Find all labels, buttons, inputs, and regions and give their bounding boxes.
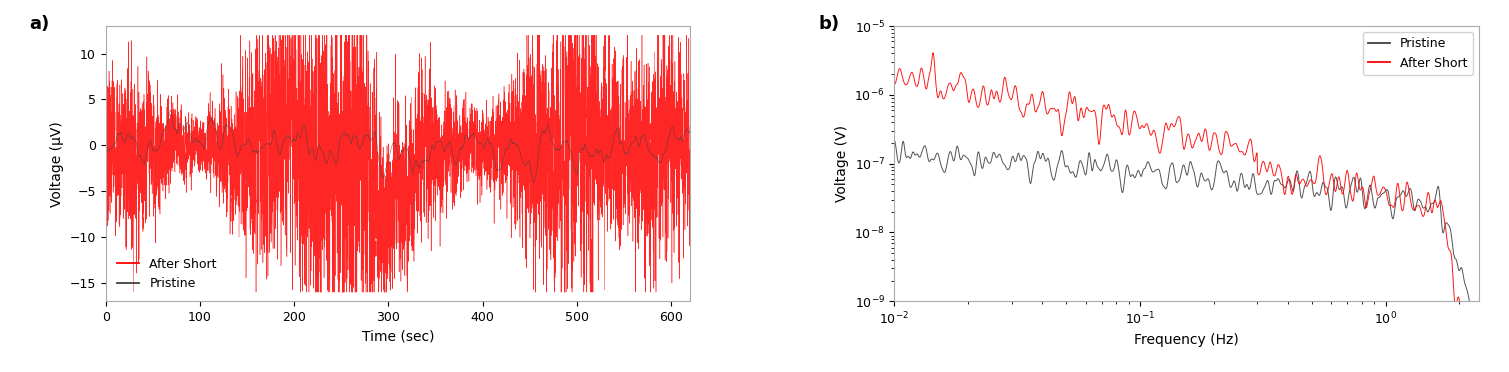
X-axis label: Frequency (Hz): Frequency (Hz) <box>1135 333 1239 347</box>
Legend: Pristine, After Short: Pristine, After Short <box>1363 32 1473 74</box>
Y-axis label: Voltage (μV): Voltage (μV) <box>50 121 63 206</box>
Legend: After Short, Pristine: After Short, Pristine <box>112 253 222 295</box>
Text: a): a) <box>30 15 50 33</box>
Text: b): b) <box>818 15 839 33</box>
X-axis label: Time (sec): Time (sec) <box>362 330 435 344</box>
Y-axis label: Voltage (V): Voltage (V) <box>834 125 850 202</box>
